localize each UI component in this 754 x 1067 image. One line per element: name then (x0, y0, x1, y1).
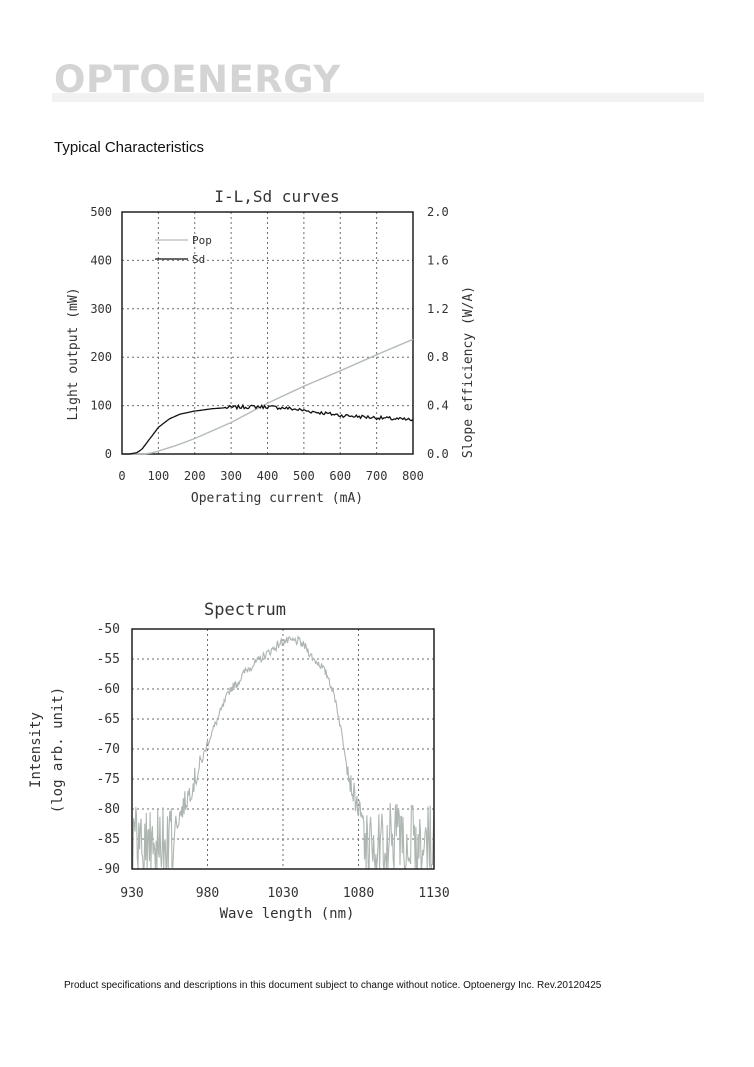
y2-tick-label: 0.8 (427, 350, 449, 364)
plot-area (121, 211, 414, 455)
chart-ticks: 930 980 1030 1080 1130 -90 -85 -80 -75 -70 -65 -60 -… (97, 622, 450, 901)
y-tick-label: -50 (97, 622, 120, 637)
y-tick-label: 0 (105, 447, 112, 461)
y-tick-label: 300 (90, 302, 112, 316)
y2-tick-label: 1.2 (427, 302, 449, 316)
x-tick-label: 500 (293, 469, 315, 483)
y-tick-label: -80 (97, 802, 120, 817)
y-tick-label: -65 (97, 712, 120, 727)
header-band (52, 93, 704, 102)
y-tick-label: -90 (97, 862, 120, 877)
y-axis-label: Light output (mW) (66, 287, 81, 420)
chart-title: Spectrum (204, 600, 286, 620)
y2-tick-label: 2.0 (427, 205, 449, 219)
series-pop-line (122, 338, 414, 455)
y-tick-label: -60 (97, 682, 120, 697)
x-axis-label: Operating current (mA) (191, 491, 363, 506)
plot-area (131, 628, 435, 870)
x-tick-label: 200 (184, 469, 206, 483)
x-tick-label: 600 (329, 469, 351, 483)
il-chart: I-L,Sd curves 0 100 200 300 400 500 600 700 8000… (66, 187, 476, 506)
x-tick-label: 0 (118, 469, 125, 483)
y-tick-label: -55 (97, 652, 120, 667)
y-tick-label: 500 (90, 205, 112, 219)
chart-series (132, 634, 435, 870)
series-sd-line (122, 403, 414, 455)
chart-title: I-L,Sd curves (214, 187, 339, 206)
y-tick-label: 400 (90, 253, 112, 267)
y-tick-label: 100 (90, 399, 112, 413)
x-tick-label: 100 (148, 469, 170, 483)
y-tick-label: -85 (97, 832, 120, 847)
y2-tick-label: 0.4 (427, 399, 449, 413)
chart-series (122, 338, 414, 455)
footer-disclaimer: Product specifications and descriptions … (64, 980, 602, 991)
spectrum-chart: Spectrum 930 980 1030 1080 1130 -90 -85 -80 -75 -… (28, 600, 450, 922)
x-tick-label: 1130 (418, 886, 449, 901)
chart-grid (132, 629, 434, 869)
y-axis-label-unit: (log arb. unit) (50, 687, 66, 813)
section-title: Typical Characteristics (54, 139, 205, 156)
x-tick-label: 980 (196, 886, 219, 901)
x-axis-label: Wave length (nm) (220, 906, 355, 922)
y-tick-label: -75 (97, 772, 120, 787)
series-spectrum-line (132, 634, 435, 870)
legend-sd-label: Sd (192, 253, 205, 266)
y-tick-label: -70 (97, 742, 120, 757)
x-tick-label: 300 (220, 469, 242, 483)
y-tick-label: 200 (90, 350, 112, 364)
chart-legend: Pop Sd (155, 234, 212, 266)
y2-axis-label: Slope efficiency (W/A) (461, 286, 476, 458)
brand-logo: OPTOENERGY (54, 58, 341, 101)
y2-tick-label: 1.6 (427, 253, 449, 267)
x-tick-label: 1080 (343, 886, 374, 901)
x-tick-label: 800 (402, 469, 424, 483)
chart-ticks: 0 100 200 300 400 500 600 700 800 0 100 200 300 400 50… (90, 205, 448, 483)
chart-grid (122, 212, 413, 454)
x-tick-label: 1030 (267, 886, 298, 901)
y2-tick-label: 0.0 (427, 447, 449, 461)
x-tick-label: 930 (120, 886, 143, 901)
x-tick-label: 700 (366, 469, 388, 483)
y-axis-label: Intensity (28, 712, 44, 788)
legend-pop-label: Pop (192, 234, 212, 247)
x-tick-label: 400 (257, 469, 279, 483)
